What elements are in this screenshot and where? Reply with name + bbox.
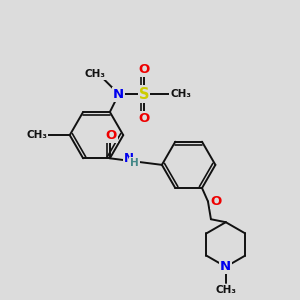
Text: O: O	[106, 129, 117, 142]
Text: S: S	[139, 87, 149, 102]
Text: N: N	[113, 88, 124, 100]
Text: O: O	[138, 112, 150, 125]
Text: CH₃: CH₃	[27, 130, 48, 140]
Text: N: N	[220, 260, 231, 273]
Text: CH₃: CH₃	[85, 69, 106, 79]
Text: O: O	[138, 63, 150, 76]
Text: O: O	[211, 195, 222, 208]
Text: N: N	[124, 152, 134, 164]
Text: H: H	[130, 158, 139, 168]
Text: CH₃: CH₃	[215, 285, 236, 295]
Text: CH₃: CH₃	[170, 89, 191, 99]
